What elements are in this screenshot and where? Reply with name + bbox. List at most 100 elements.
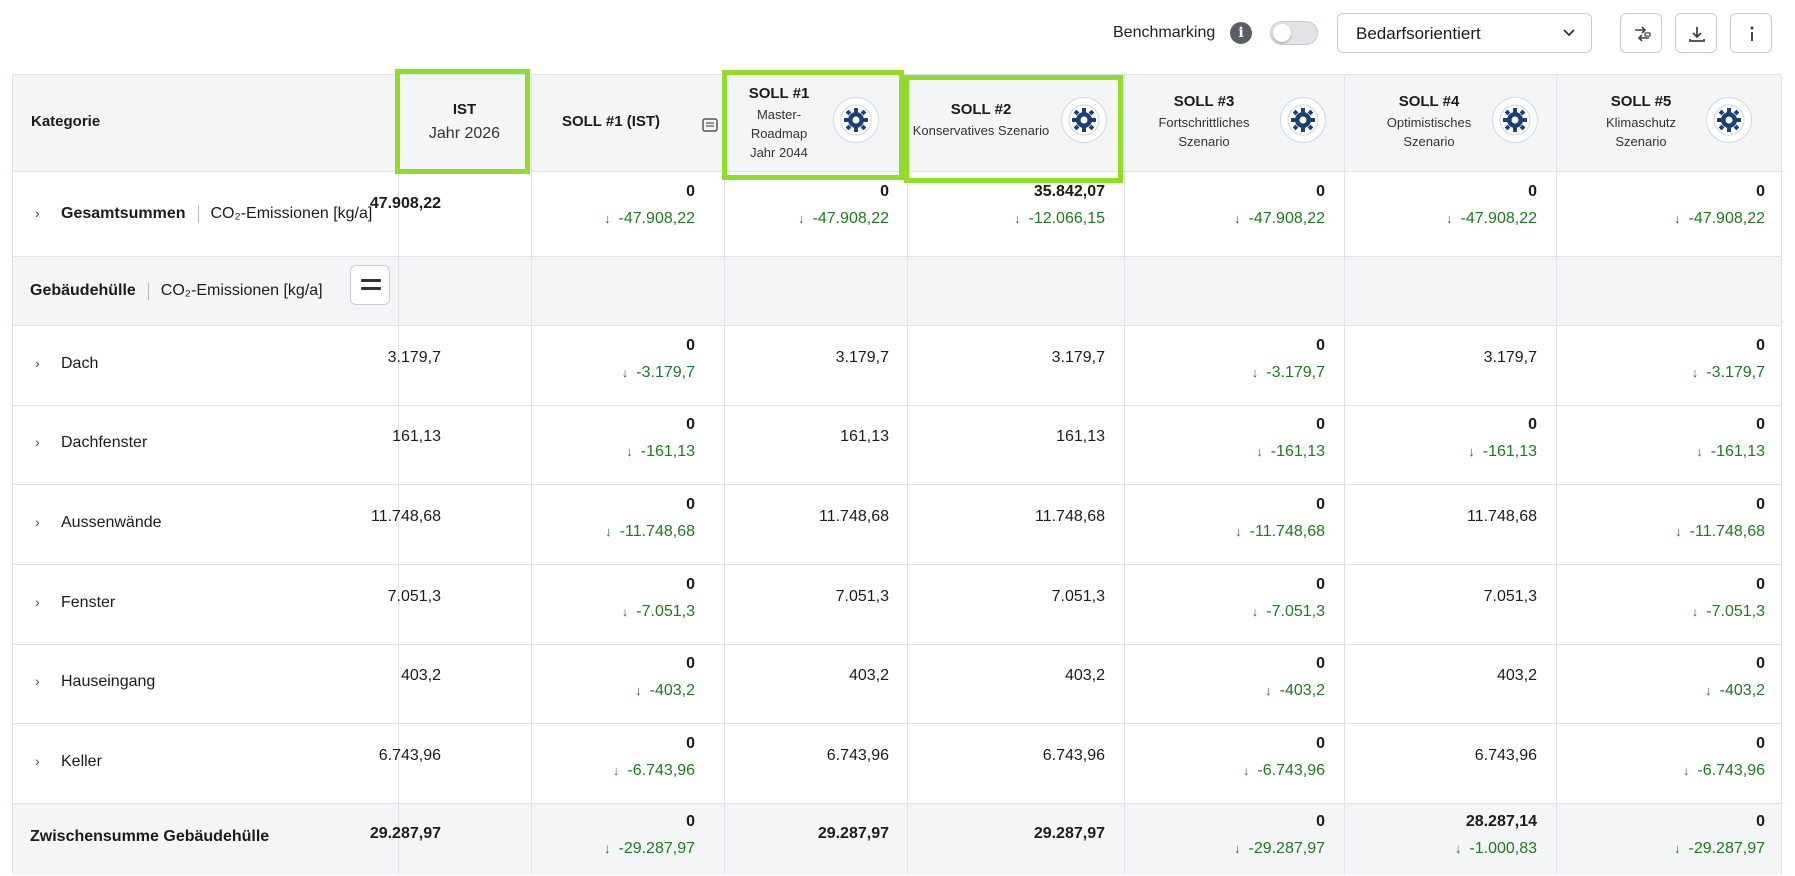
collapse-section-button[interactable]	[350, 265, 390, 305]
download-button[interactable]	[1675, 13, 1717, 53]
chevron-right-icon: ›	[35, 673, 40, 689]
value-cell: 403,2	[400, 667, 441, 684]
delta-value: -6.743,96	[627, 762, 695, 779]
arrow-down-icon: ↓	[1691, 604, 1699, 619]
column-subtitle-line: Master-	[756, 107, 802, 122]
row-divider	[13, 644, 1781, 645]
subtotal-row-label: Zwischensumme Gebäudehülle	[30, 828, 269, 846]
row-label-dachfenster[interactable]: › Dachfenster	[35, 434, 147, 452]
value-cell: 0	[686, 337, 695, 354]
highlight-frame-soll1	[722, 70, 904, 180]
column-title: SOLL #3	[1173, 93, 1235, 110]
value-cell: 0	[1756, 655, 1765, 672]
arrow-down-icon: ↓	[603, 211, 611, 226]
settings-gear-button[interactable]	[1280, 97, 1326, 143]
settings-gear-button[interactable]	[1492, 97, 1538, 143]
settings-gear-button[interactable]	[1706, 97, 1752, 143]
column-header-soll1-ist[interactable]: SOLL #1 (IST)	[531, 113, 691, 130]
row-label-fenster[interactable]: › Fenster	[35, 594, 115, 612]
arrow-down-icon: ↓	[1691, 365, 1699, 380]
arrow-down-icon: ↓	[1235, 524, 1242, 539]
delta-cell: ↓ -11.748,68	[1585, 523, 1765, 541]
column-subtitle-line: Szenario	[1178, 134, 1230, 149]
value-cell: 28.287,14	[1465, 813, 1537, 830]
row-label-text: Aussenwände	[61, 514, 162, 531]
value-cell: 47.908,22	[369, 195, 441, 212]
column-header-soll3[interactable]: SOLL #3 Fortschrittliches Szenario	[1124, 93, 1284, 151]
delta-cell: ↓ -47.908,22	[709, 210, 889, 228]
benchmarking-toggle[interactable]	[1270, 21, 1318, 45]
chevron-down-icon	[1563, 29, 1575, 37]
row-label-text: Hauseingang	[61, 673, 156, 690]
delta-value: -7.051,3	[636, 603, 695, 620]
delta-value: -11.748,68	[619, 523, 695, 540]
delta-value: -403,2	[1719, 682, 1765, 699]
column-header-soll2[interactable]: SOLL #2 Konservatives Szenario	[911, 101, 1051, 140]
column-header-ist[interactable]: IST Jahr 2026	[398, 101, 531, 143]
row-label-hauseingang[interactable]: › Hauseingang	[35, 673, 155, 691]
arrow-down-icon: ↓	[621, 365, 629, 380]
value-cell: 11.748,68	[1467, 508, 1537, 525]
delta-cell: ↓ -47.908,22	[1145, 210, 1325, 228]
value-cell: 0	[686, 813, 695, 830]
collapse-icon-bar	[361, 287, 381, 290]
delta-cell: ↓ -11.748,68	[515, 523, 695, 541]
delta-value: -29.287,97	[1688, 840, 1765, 857]
value-cell: 0	[686, 655, 695, 672]
column-header-soll1[interactable]: SOLL #1 Master- Roadmap Jahr 2044	[729, 85, 829, 162]
mode-select[interactable]: Bedarfsorientiert	[1337, 13, 1592, 53]
arrow-down-icon: ↓	[1675, 524, 1682, 539]
arrow-down-icon: ↓	[605, 524, 612, 539]
delta-cell: ↓ -403,2	[1585, 682, 1765, 700]
arrow-down-icon: ↓	[626, 444, 633, 459]
delta-cell: ↓ -29.287,97	[515, 840, 695, 858]
highlight-frame-soll2	[904, 75, 1123, 183]
compare-button[interactable]	[1620, 13, 1662, 53]
delta-value: -11.748,68	[1689, 523, 1765, 540]
col-divider	[724, 75, 725, 873]
column-header-soll5[interactable]: SOLL #5 Klimaschutz Szenario	[1556, 93, 1726, 151]
delta-value: -47.908,22	[1248, 210, 1325, 227]
arrow-down-icon: ↓	[1468, 444, 1475, 459]
value-cell: 0	[686, 416, 695, 433]
value-cell: 0	[880, 183, 889, 200]
delta-value: -29.287,97	[618, 840, 695, 857]
delta-value: -161,13	[640, 443, 695, 460]
row-divider	[13, 325, 1781, 326]
arrow-down-icon: ↓	[1013, 211, 1021, 226]
benchmarking-label: Benchmarking	[1113, 24, 1216, 41]
row-label-keller[interactable]: › Keller	[35, 753, 102, 771]
delta-value: -47.908,22	[1688, 210, 1765, 227]
info-icon[interactable]: i	[1230, 22, 1252, 44]
row-label-dach[interactable]: › Dach	[35, 355, 98, 373]
delta-value: -403,2	[649, 682, 695, 699]
value-cell: 35.842,07	[1033, 183, 1105, 200]
settings-gear-button[interactable]	[1061, 97, 1107, 143]
delta-value: -3.179,7	[1266, 364, 1325, 381]
value-cell: 0	[686, 183, 695, 200]
arrow-down-icon: ↓	[612, 763, 620, 778]
col-divider	[1556, 75, 1557, 873]
column-subtitle-line: Fortschrittliches	[1158, 115, 1250, 130]
value-cell: 11.748,68	[819, 508, 889, 525]
column-subtitle-line: Roadmap	[750, 126, 808, 141]
delta-cell: ↓ -6.743,96	[1585, 762, 1765, 780]
column-subtitle-line: Jahr 2044	[750, 145, 808, 160]
col-divider	[907, 75, 908, 873]
col-divider	[398, 75, 399, 873]
value-cell: 3.179,7	[387, 349, 441, 366]
row-label-aussenwaende[interactable]: › Aussenwände	[35, 514, 162, 532]
info-button[interactable]	[1730, 13, 1772, 53]
table-header-bg	[13, 75, 1781, 171]
totals-label: Gesamtsummen	[61, 205, 186, 223]
row-label-text: Keller	[61, 753, 102, 770]
value-cell: 3.179,7	[1051, 349, 1105, 366]
settings-gear-button[interactable]	[833, 97, 879, 143]
value-cell: 403,2	[1064, 667, 1105, 684]
totals-row-label[interactable]: › Gesamtsummen CO₂-Emissionen [kg/a]	[35, 205, 372, 223]
arrow-down-icon: ↓	[1256, 444, 1263, 459]
delta-cell: ↓ -6.743,96	[1145, 762, 1325, 780]
value-cell: 0	[686, 735, 695, 752]
column-header-soll4[interactable]: SOLL #4 Optimistisches Szenario	[1344, 93, 1514, 151]
value-cell: 0	[686, 496, 695, 513]
